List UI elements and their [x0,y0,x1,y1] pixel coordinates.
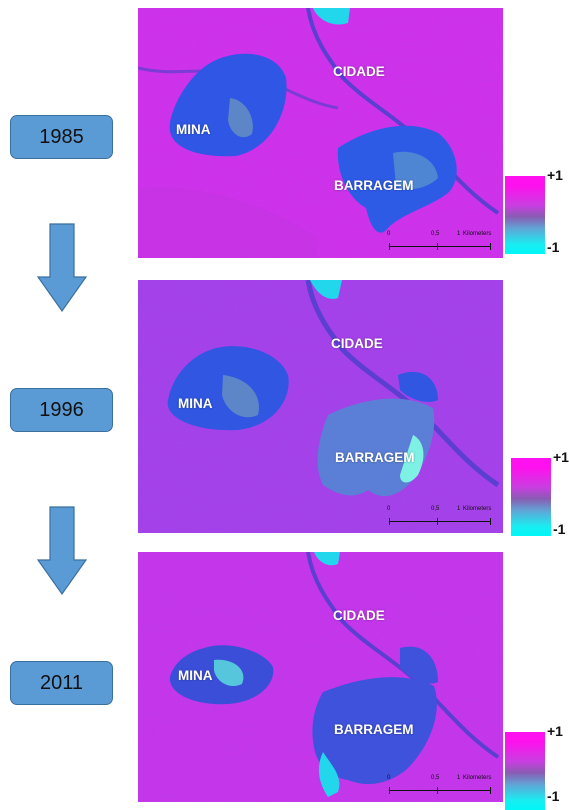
legend-min-label: -1 [553,521,566,537]
scale-tick-1: 1 [457,775,461,781]
scale-unit: Kilometers [463,506,492,512]
year-label-2011: 2011 [10,661,113,705]
scale-tick-1: 1 [457,506,461,512]
legend-max-label: +1 [547,167,563,183]
scale-bar: 0 0,5 1 Kilometers [385,231,497,253]
down-arrow-icon [36,506,88,596]
scale-tick-1: 1 [457,231,461,237]
city-label: CIDADE [333,64,385,79]
scale-unit: Kilometers [463,775,492,781]
year-label-1985: 1985 [10,115,113,159]
legend-max-label: +1 [547,723,563,739]
dam-label: BARRAGEM [334,178,414,193]
city-label: CIDADE [331,336,383,351]
dam-label: BARRAGEM [335,450,415,465]
legend-color-ramp [511,458,551,536]
scale-tick-half: 0,5 [431,506,440,512]
legend-color-ramp [505,732,545,810]
scale-tick-half: 0,5 [431,775,440,781]
ndvi-map-1985: CIDADE MINA BARRAGEM 0 0,5 1 Kilometers [138,8,503,258]
legend-color-ramp [505,176,545,254]
mine-label: MINA [176,122,211,137]
legend-min-label: -1 [547,788,560,804]
scale-tick-0: 0 [387,506,391,512]
legend-min-label: -1 [547,239,560,255]
scale-tick-0: 0 [387,231,391,237]
dam-label: BARRAGEM [334,722,414,737]
ndvi-map-1996: CIDADE MINA BARRAGEM 0 0,5 1 Kilometers [138,280,503,533]
year-label-1996: 1996 [10,388,113,432]
mine-label: MINA [178,396,213,411]
legend-max-label: +1 [553,449,569,465]
scale-tick-half: 0,5 [431,231,440,237]
scale-tick-0: 0 [387,775,391,781]
scale-bar: 0 0,5 1 Kilometers [385,506,497,528]
city-label: CIDADE [333,608,385,623]
scale-unit: Kilometers [463,231,492,237]
scale-bar: 0 0,5 1 Kilometers [385,775,497,797]
ndvi-map-2011: CIDADE MINA BARRAGEM 0 0,5 1 Kilometers [138,552,503,802]
down-arrow-icon [36,223,88,313]
mine-label: MINA [178,668,213,683]
